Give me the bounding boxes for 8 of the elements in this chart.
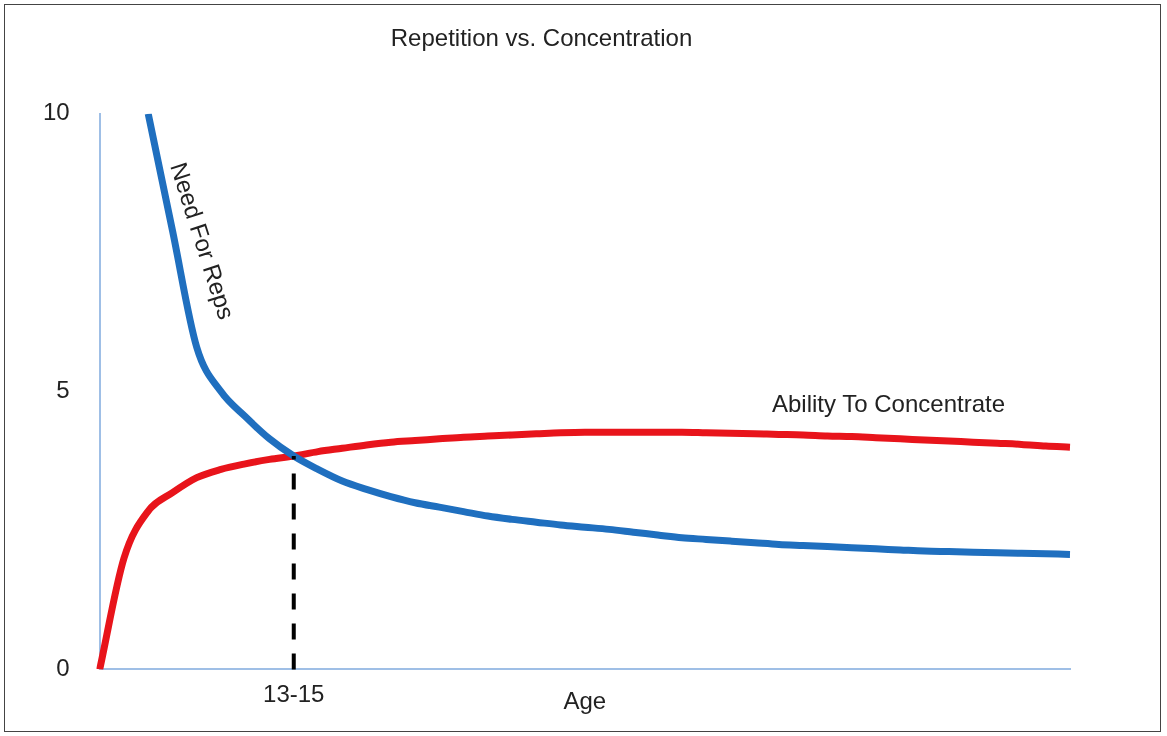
x-tick-label: 13-15 — [263, 680, 325, 708]
text: Need For Reps — [165, 159, 241, 323]
y-tick-label: 0 — [56, 654, 70, 682]
y-tick-label: 10 — [42, 98, 70, 126]
series-label: Ability To Concentrate — [771, 389, 1005, 417]
chart-title: Repetition vs. Concentration — [390, 24, 693, 52]
y-tick-label: 5 — [56, 376, 70, 404]
x-axis-title: Age — [563, 687, 607, 715]
